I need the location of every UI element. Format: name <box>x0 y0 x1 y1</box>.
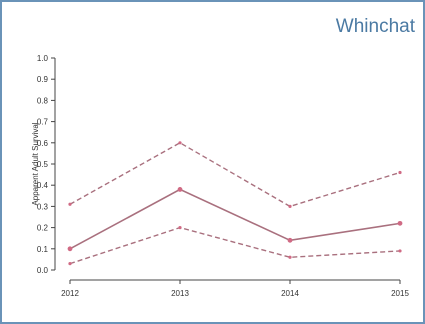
chart-axes: 0.0 0.1 0.2 0.3 0.4 0.5 0.6 0.7 0.8 0.9 1.0 2012 201… <box>37 54 410 298</box>
y-tick-label: 0.9 <box>37 75 49 84</box>
x-tick-label: 2015 <box>391 289 409 298</box>
chart-title: Whinchat <box>335 16 415 37</box>
y-axis-label: Apparent Adult Survival <box>31 122 40 205</box>
bound-point <box>178 141 182 145</box>
x-tick-label: 2013 <box>171 289 189 298</box>
y-tick-label: 0.0 <box>37 266 49 275</box>
y-tick-label: 0.1 <box>37 245 49 254</box>
y-tick-label: 0.4 <box>37 181 49 190</box>
estimate-line <box>69 188 401 250</box>
y-tick-label: 0.7 <box>37 118 49 127</box>
series-layer <box>67 141 403 266</box>
estimate-point <box>287 237 293 243</box>
confidence-bound-line <box>69 226 401 265</box>
estimate-point <box>177 187 183 192</box>
x-tick-label: 2012 <box>61 289 79 298</box>
y-tick-label: 0.2 <box>37 224 49 233</box>
estimate-point <box>397 220 403 226</box>
y-tick-label: 0.3 <box>37 202 49 211</box>
x-tick-label: 2014 <box>281 289 299 298</box>
bound-point <box>68 262 72 266</box>
y-tick-label: 0.6 <box>37 139 49 148</box>
bound-point <box>288 204 292 208</box>
bound-point <box>398 249 402 253</box>
y-tick-label: 0.8 <box>37 96 49 105</box>
bound-point <box>398 170 402 175</box>
bound-point <box>288 255 292 259</box>
bound-point <box>178 226 182 230</box>
bound-point <box>68 202 72 206</box>
y-tick-label: 0.5 <box>37 160 49 169</box>
confidence-bound-line <box>69 141 401 208</box>
estimate-point <box>67 246 73 252</box>
y-tick-label: 1.0 <box>37 54 49 63</box>
